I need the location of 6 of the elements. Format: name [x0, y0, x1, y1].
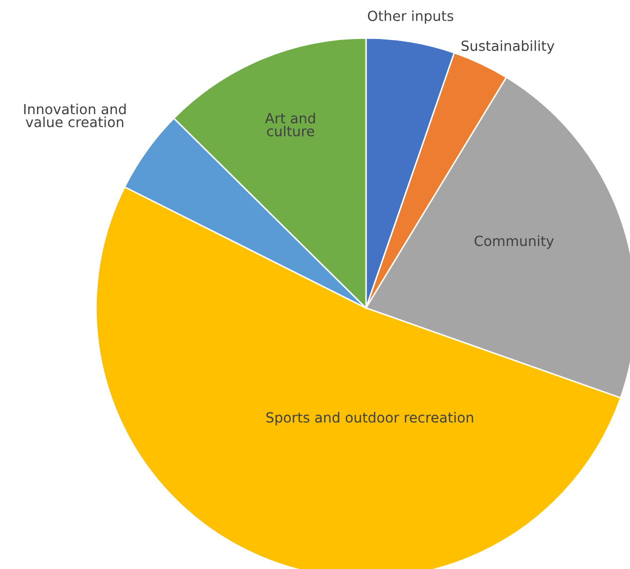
slice-label: Sustainability	[462, 40, 554, 54]
slice-label: Innovation and value creation	[24, 104, 126, 128]
slice-label: Sports and outdoor recreation	[266, 412, 474, 426]
slice-label: Community	[474, 235, 554, 249]
slice-label: Other inputs	[368, 10, 454, 24]
slice-label: Art and culture	[265, 112, 315, 136]
